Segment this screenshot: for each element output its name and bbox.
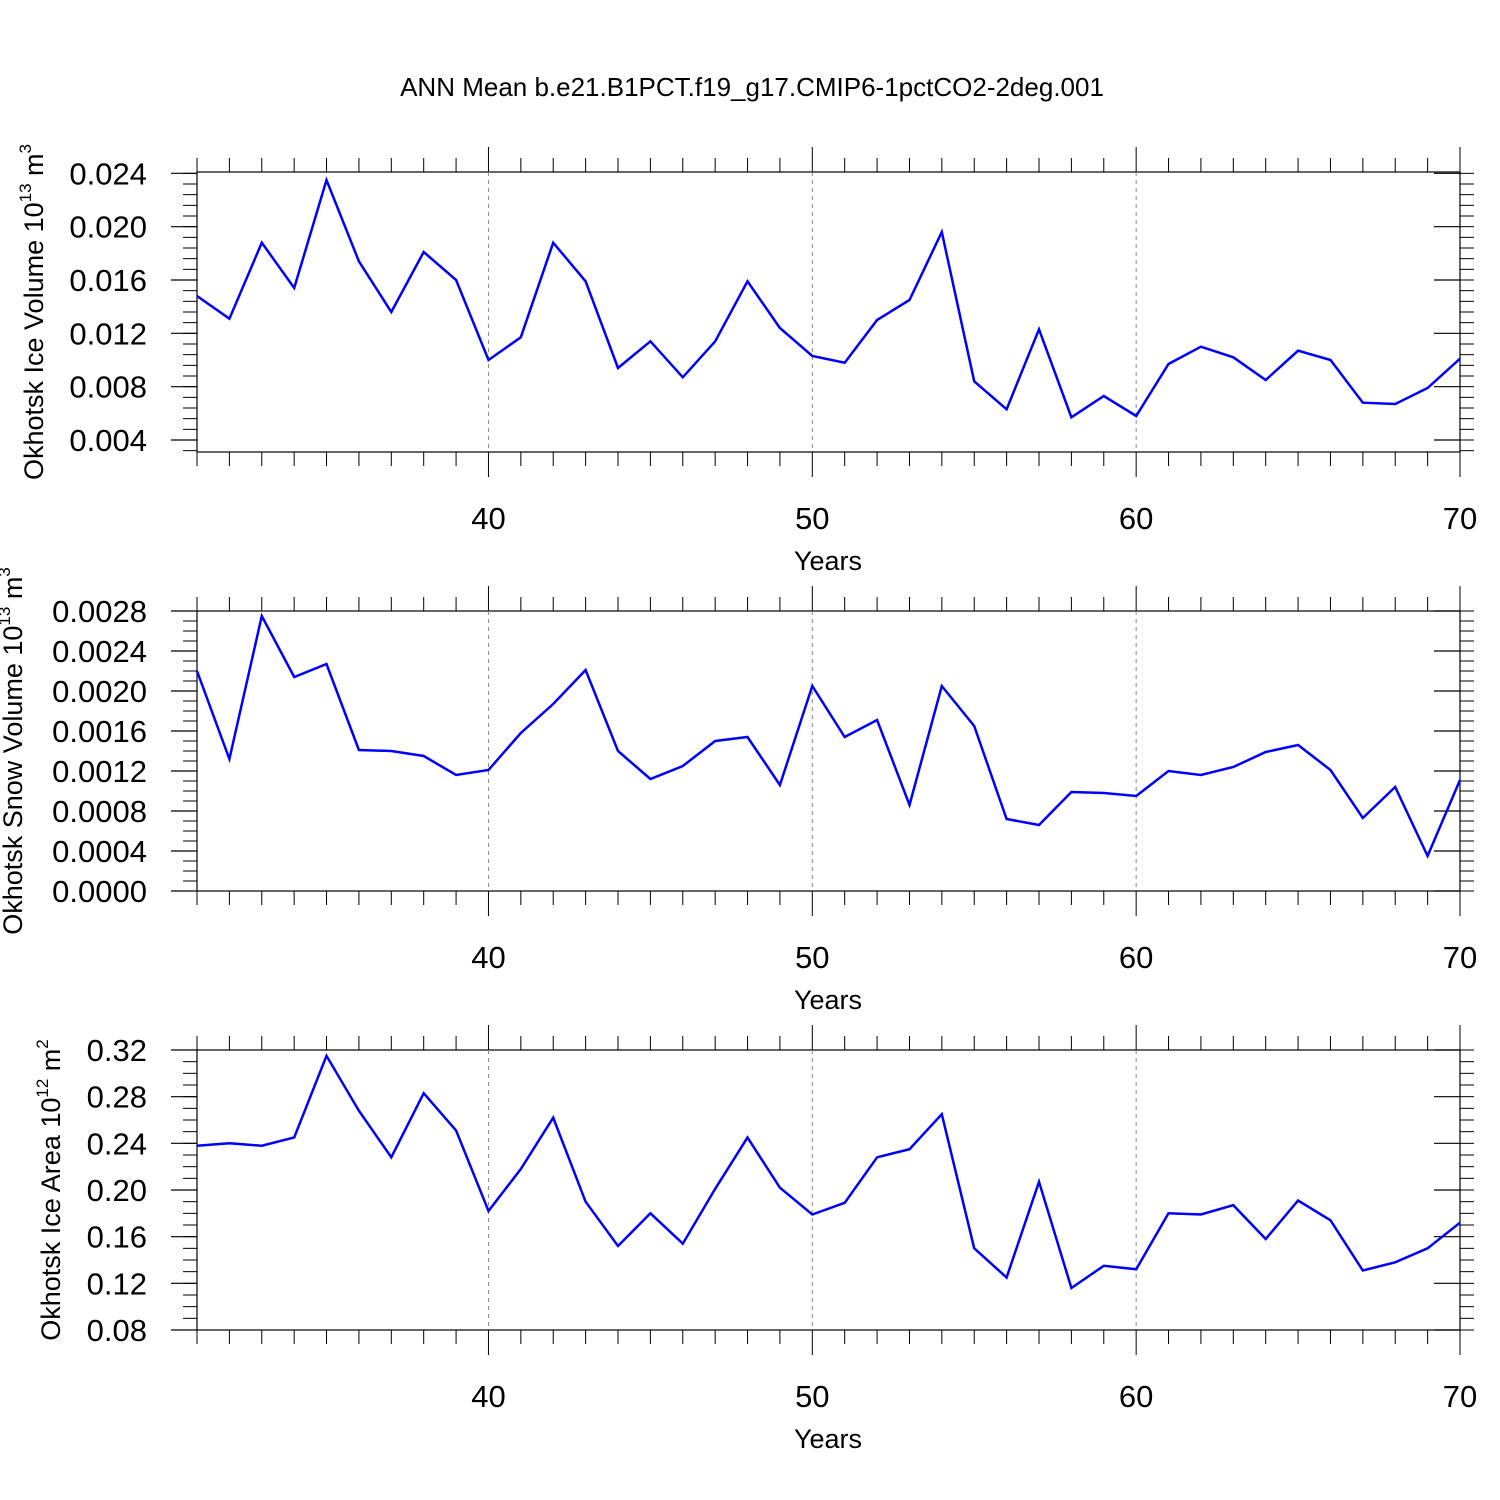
y-axis-label: Okhotsk Ice Area 1012 m2 [33, 1039, 66, 1341]
x-tick-label: 60 [1119, 940, 1153, 975]
y-tick-label: 0.008 [69, 370, 147, 405]
y-axis-label: Okhotsk Snow Volume 1013 m3 [0, 567, 28, 935]
y-tick-label: 0.0008 [52, 794, 147, 829]
y-tick-label: 0.0024 [52, 634, 147, 669]
y-tick-label: 0.24 [87, 1126, 147, 1161]
x-tick-label: 60 [1119, 1379, 1153, 1414]
x-tick-label: 50 [795, 1379, 829, 1414]
x-axis-label: Years [794, 546, 862, 576]
x-tick-label: 40 [471, 501, 505, 536]
x-axis-label: Years [794, 985, 862, 1015]
y-tick-label: 0.0016 [52, 714, 147, 749]
panel-3: 40 50 60 70 Years 0.08 0.12 0.16 0.20 0.24 0.28 0.3… [33, 1025, 1477, 1454]
y-tick-label: 0.16 [87, 1220, 147, 1255]
y-tick-label: 0.020 [69, 210, 147, 245]
x-tick-label: 50 [795, 940, 829, 975]
series-line [196, 176, 1461, 420]
y-tick-label: 0.0004 [52, 834, 147, 869]
y-tick-label: 0.0020 [52, 674, 147, 709]
plot-frame [196, 1049, 1461, 1331]
x-tick-label: 70 [1443, 940, 1477, 975]
panel-2: 40 50 60 70 Years 0.0000 0.0004 0.0008 0.0012 0.0… [0, 567, 1477, 1015]
series-line [196, 1052, 1461, 1290]
y-tick-label: 0.0012 [52, 754, 147, 789]
y-tick-label: 0.32 [87, 1033, 147, 1068]
y-tick-label: 0.024 [69, 156, 147, 191]
y-tick-label: 0.20 [87, 1173, 147, 1208]
y-tick-label: 0.0000 [52, 874, 147, 909]
plots-group: 40 50 60 70 Years 0.004 0.008 0.012 0.016 0.020 0.… [0, 144, 1477, 1454]
x-tick-label: 60 [1119, 501, 1153, 536]
y-axis-label: Okhotsk Ice Volume 1013 m3 [16, 144, 49, 480]
x-tick-label: 40 [471, 1379, 505, 1414]
series-line [195, 612, 1462, 860]
panel-1: 40 50 60 70 Years 0.004 0.008 0.012 0.016 0.020 0.… [16, 144, 1477, 576]
figure-title: ANN Mean b.e21.B1PCT.f19_g17.CMIP6-1pctC… [400, 72, 1104, 102]
x-tick-label: 50 [795, 501, 829, 536]
y-tick-label: 0.016 [69, 263, 147, 298]
y-tick-label: 0.12 [87, 1266, 147, 1301]
y-tick-label: 0.08 [87, 1313, 147, 1348]
y-tick-label: 0.012 [69, 316, 147, 351]
plot-frame [196, 171, 1461, 453]
x-tick-label: 40 [471, 940, 505, 975]
x-tick-label: 70 [1443, 501, 1477, 536]
y-tick-label: 0.28 [87, 1080, 147, 1115]
y-tick-label: 0.004 [69, 423, 147, 458]
x-axis-label: Years [794, 1424, 862, 1454]
y-tick-label: 0.0028 [52, 594, 147, 629]
x-tick-label: 70 [1443, 1379, 1477, 1414]
